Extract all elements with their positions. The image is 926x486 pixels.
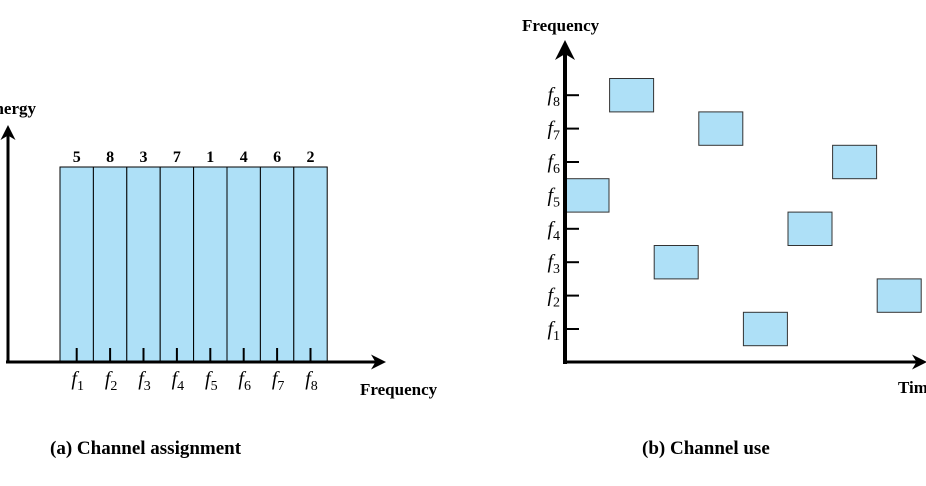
hop-box [876, 278, 922, 313]
x-tick-label: f1 [71, 368, 84, 394]
x-tick-label: f8 [305, 368, 318, 394]
panel-a-y-label: Energy [0, 99, 36, 118]
hop-box [742, 311, 788, 347]
panel-b-caption: (b) Channel use [642, 438, 770, 459]
hop-box [653, 245, 699, 280]
channel-bar [59, 166, 94, 363]
y-tick-label: f8 [547, 84, 560, 110]
channel-bar [92, 166, 128, 363]
channel-bar [159, 166, 195, 363]
x-tick-label: f6 [238, 368, 251, 394]
x-tick-label: f4 [172, 368, 185, 394]
assignment-label: 7 [173, 149, 181, 166]
hop-box [832, 144, 878, 180]
hop-box [787, 211, 833, 247]
y-tick-label: f7 [547, 118, 560, 144]
x-tick-label: f7 [272, 368, 285, 394]
x-tick-label: f5 [205, 368, 218, 394]
channel-bar [193, 166, 228, 363]
assignment-label: 3 [140, 149, 148, 166]
panel-b-channel-use: Frequency f1 f2 f3 f4 f5 f6 f7 f8 Time (b) Chan… [522, 16, 926, 459]
y-tick-label: f6 [547, 151, 560, 177]
x-tick-label: f3 [138, 368, 151, 394]
panel-b-x-label: Time [898, 378, 926, 397]
assignment-label: 5 [73, 149, 81, 166]
hop-box [698, 111, 744, 146]
y-tick-label: f4 [547, 218, 560, 244]
assignment-label: 8 [106, 149, 114, 166]
panel-a-caption: (a) Channel assignment [50, 438, 242, 459]
assignment-label: 2 [307, 149, 315, 166]
assignment-label: 1 [206, 149, 214, 166]
panel-a-x-label: Frequency [360, 380, 438, 399]
assignment-label: 4 [240, 149, 248, 166]
channel-bar [293, 166, 328, 363]
hop-box [564, 178, 610, 213]
channel-bar [259, 166, 295, 363]
x-tick-label: f2 [105, 368, 118, 394]
y-tick-label: f3 [547, 251, 560, 277]
assignment-label: 6 [273, 149, 281, 166]
y-tick-label: f5 [547, 184, 560, 210]
channel-bar [226, 166, 261, 363]
panel-b-y-label: Frequency [522, 16, 600, 35]
panel-a-channel-assignment: Energy 5 f1 8 f2 3 f3 7 f4 1 f5 4 f6 6 f7 2 f8 Frequenc… [0, 99, 438, 459]
channel-bar [126, 166, 161, 363]
y-tick-label: f1 [547, 318, 560, 344]
hop-box [609, 78, 655, 113]
y-tick-label: f2 [547, 285, 560, 311]
